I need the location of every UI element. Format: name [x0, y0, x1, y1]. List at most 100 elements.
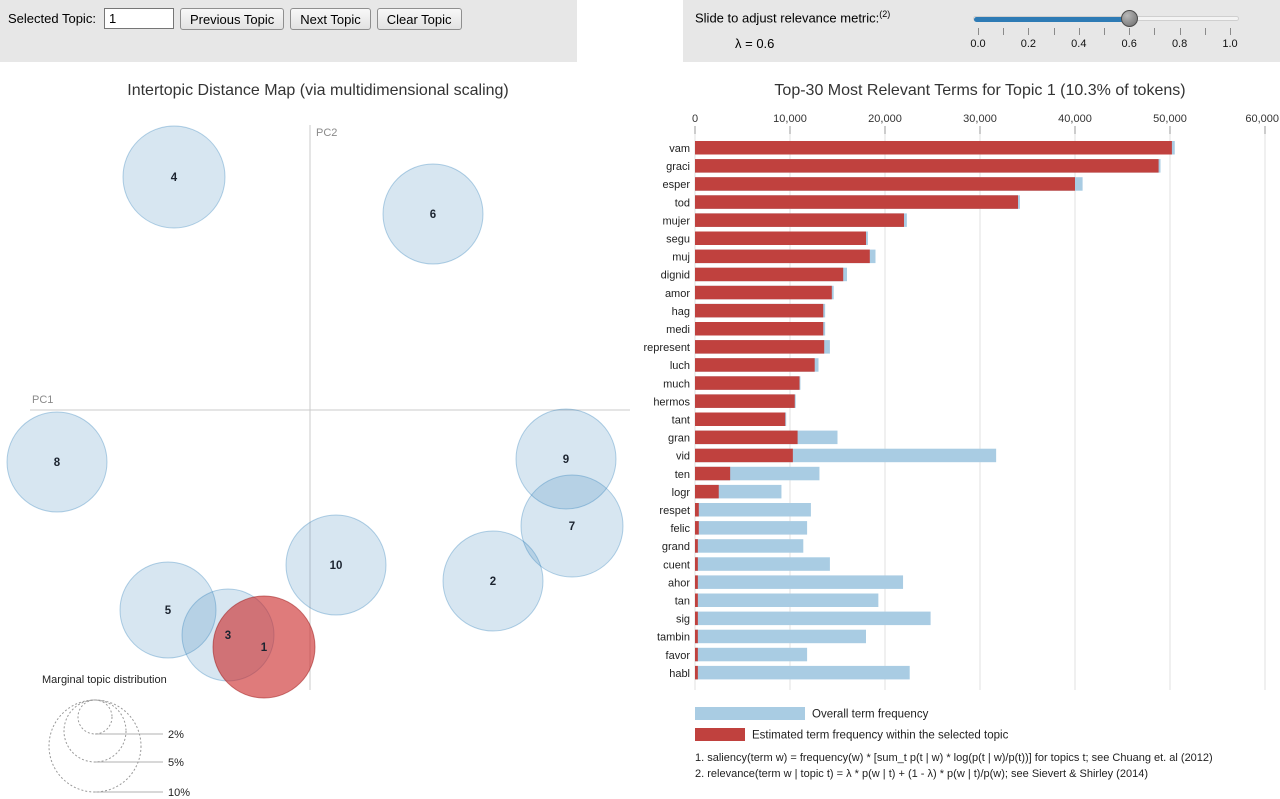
- clear-topic-button[interactable]: Clear Topic: [376, 8, 462, 30]
- topic-number-10[interactable]: 10: [330, 560, 343, 572]
- topic-frequency-bar-muj[interactable]: [695, 249, 870, 264]
- topic-circle-5[interactable]: [119, 561, 217, 659]
- topic-frequency-bar-tan[interactable]: [695, 593, 698, 608]
- topic-frequency-bar-respet[interactable]: [695, 503, 699, 517]
- topic-frequency-bar-grand[interactable]: [695, 539, 698, 553]
- topic-frequency-bar-ten[interactable]: [695, 466, 731, 481]
- term-label-ten[interactable]: ten: [675, 469, 690, 481]
- topic-circle-7[interactable]: [520, 474, 624, 578]
- term-label-habl[interactable]: habl: [669, 668, 690, 680]
- topic-frequency-bar-tod[interactable]: [695, 195, 1018, 209]
- term-label-tant[interactable]: tant: [672, 415, 690, 427]
- topic-frequency-bar-vam[interactable]: [695, 141, 1172, 155]
- topic-frequency-bar-gran[interactable]: [695, 430, 798, 445]
- overall-frequency-bar-favor[interactable]: [695, 647, 808, 662]
- term-label-gran[interactable]: gran: [668, 433, 690, 445]
- overall-frequency-bar-sig[interactable]: [695, 611, 931, 626]
- topic-circle-10[interactable]: [285, 514, 387, 616]
- pc2-axis-label: PC2: [316, 127, 337, 139]
- term-label-segu[interactable]: segu: [666, 234, 690, 246]
- term-label-vid[interactable]: vid: [676, 451, 690, 463]
- topic-number-9[interactable]: 9: [563, 454, 569, 466]
- selected-topic-input[interactable]: [103, 8, 174, 29]
- topic-frequency-bar-ahor[interactable]: [695, 575, 698, 589]
- topic-frequency-bar-amor[interactable]: [695, 285, 832, 300]
- term-label-cuent[interactable]: cuent: [663, 559, 690, 571]
- topic-frequency-bar-graci[interactable]: [695, 159, 1159, 173]
- topic-number-2[interactable]: 2: [490, 576, 496, 588]
- topic-frequency-bar-cuent[interactable]: [695, 557, 698, 571]
- topic-frequency-bar-dignid[interactable]: [695, 267, 844, 282]
- topic-frequency-bar-medi[interactable]: [695, 322, 824, 336]
- term-label-amor[interactable]: amor: [665, 288, 690, 300]
- next-topic-button[interactable]: Next Topic: [290, 8, 371, 30]
- topic-frequency-bar-sig[interactable]: [695, 611, 698, 626]
- topic-frequency-bar-tant[interactable]: [695, 412, 786, 427]
- term-label-esper[interactable]: esper: [662, 179, 690, 191]
- topic-circle-2[interactable]: [442, 530, 544, 632]
- topic-frequency-bar-vid[interactable]: [695, 448, 793, 463]
- term-label-tambin[interactable]: tambin: [657, 632, 690, 644]
- term-label-logr[interactable]: logr: [672, 487, 691, 499]
- topic-number-8[interactable]: 8: [54, 457, 61, 469]
- topic-number-7[interactable]: 7: [569, 521, 575, 533]
- topic-frequency-bar-hag[interactable]: [695, 303, 824, 318]
- topic-frequency-bar-felic[interactable]: [695, 521, 699, 535]
- term-label-medi[interactable]: medi: [666, 324, 690, 336]
- lambda-slider-ticks: [973, 28, 1239, 36]
- topic-circle-6[interactable]: [382, 163, 484, 265]
- topic-circle-9[interactable]: [515, 408, 617, 510]
- term-label-felic[interactable]: felic: [670, 523, 690, 535]
- topic-number-1[interactable]: 1: [261, 642, 268, 654]
- term-label-tan[interactable]: tan: [675, 596, 690, 608]
- lambda-slider-handle[interactable]: [1121, 10, 1139, 27]
- slider-tick: [1053, 28, 1055, 35]
- topic-number-5[interactable]: 5: [165, 605, 172, 617]
- term-label-tod[interactable]: tod: [675, 197, 690, 209]
- topic-number-6[interactable]: 6: [430, 209, 436, 221]
- term-label-mujer[interactable]: mujer: [662, 215, 690, 227]
- term-label-grand[interactable]: grand: [662, 541, 690, 553]
- map-title: Intertopic Distance Map (via multidimens…: [127, 82, 509, 99]
- topic-frequency-bar-luch[interactable]: [695, 358, 815, 372]
- overall-frequency-bar-cuent[interactable]: [695, 557, 830, 571]
- overall-frequency-bar-respet[interactable]: [695, 503, 811, 517]
- overall-frequency-bar-tambin[interactable]: [695, 629, 866, 644]
- term-label-represent[interactable]: represent: [644, 342, 690, 354]
- term-label-much[interactable]: much: [663, 378, 690, 390]
- term-label-hag[interactable]: hag: [672, 306, 690, 318]
- overall-frequency-bar-habl[interactable]: [695, 665, 910, 680]
- term-label-ahor[interactable]: ahor: [668, 577, 690, 589]
- overall-frequency-bar-tan[interactable]: [695, 593, 879, 608]
- topic-frequency-bar-segu[interactable]: [695, 231, 866, 246]
- term-label-dignid[interactable]: dignid: [661, 270, 690, 282]
- overall-frequency-bar-felic[interactable]: [695, 521, 808, 535]
- topic-frequency-bar-represent[interactable]: [695, 340, 825, 354]
- topic-frequency-bar-favor[interactable]: [695, 647, 698, 662]
- overall-frequency-bar-grand[interactable]: [695, 539, 804, 553]
- axis-tick-label: 0: [692, 113, 698, 125]
- term-label-hermos[interactable]: hermos: [653, 396, 690, 408]
- term-label-respet[interactable]: respet: [659, 505, 690, 517]
- term-label-muj[interactable]: muj: [672, 252, 690, 264]
- term-label-graci[interactable]: graci: [666, 161, 690, 173]
- previous-topic-button[interactable]: Previous Topic: [179, 8, 285, 30]
- topic-circle-1[interactable]: [212, 595, 316, 699]
- topic-number-3[interactable]: 3: [225, 630, 231, 642]
- term-label-vam[interactable]: vam: [669, 143, 690, 155]
- term-label-favor[interactable]: favor: [666, 650, 691, 662]
- topic-circle-8[interactable]: [6, 411, 108, 513]
- term-label-luch[interactable]: luch: [670, 360, 690, 372]
- topic-frequency-bar-esper[interactable]: [695, 177, 1075, 191]
- term-label-sig[interactable]: sig: [676, 614, 690, 626]
- lambda-slider[interactable]: 0.0 0.2 0.4 0.6 0.8 1.0: [970, 8, 1239, 58]
- topic-circle-4[interactable]: [122, 125, 226, 229]
- topic-frequency-bar-hermos[interactable]: [695, 394, 795, 408]
- overall-frequency-bar-ahor[interactable]: [695, 575, 904, 589]
- topic-frequency-bar-logr[interactable]: [695, 484, 719, 499]
- topic-frequency-bar-habl[interactable]: [695, 665, 698, 680]
- topic-frequency-bar-much[interactable]: [695, 376, 800, 390]
- topic-frequency-bar-mujer[interactable]: [695, 213, 904, 227]
- topic-frequency-bar-tambin[interactable]: [695, 629, 698, 644]
- topic-number-4[interactable]: 4: [171, 172, 178, 184]
